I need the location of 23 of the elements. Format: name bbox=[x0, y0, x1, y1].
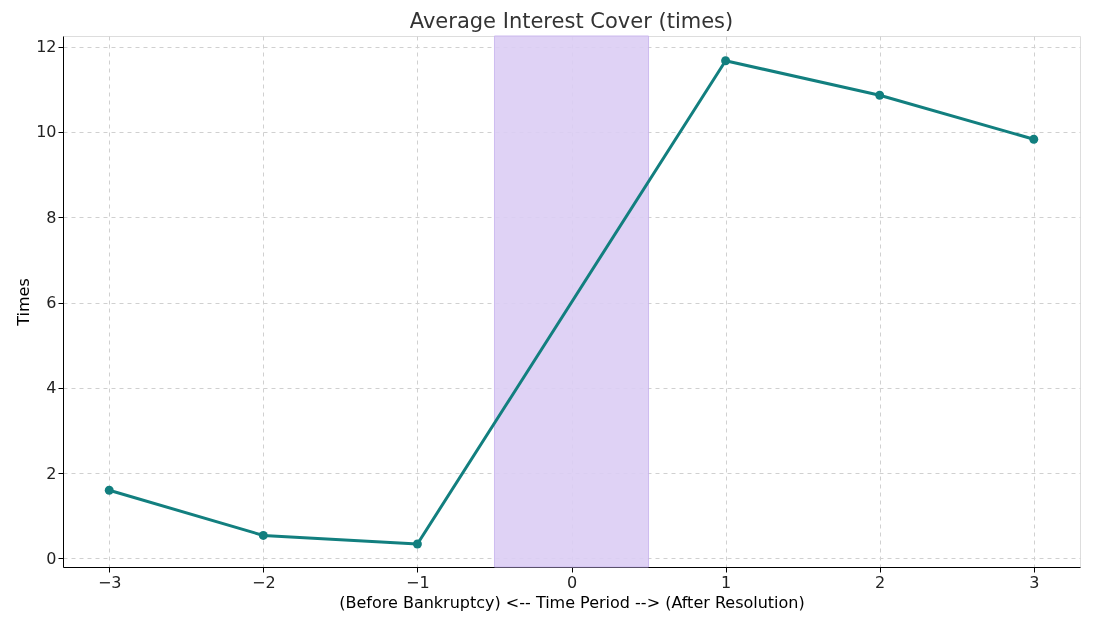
x-tick-label: −1 bbox=[406, 572, 430, 592]
x-tick-label: 3 bbox=[1029, 572, 1040, 592]
x-tick-label: −3 bbox=[97, 572, 122, 592]
x-tick-label: 1 bbox=[721, 572, 732, 592]
y-tick-label: 4 bbox=[46, 378, 57, 398]
point bbox=[721, 56, 731, 66]
x-tick-label: 0 bbox=[566, 572, 578, 592]
point bbox=[1029, 134, 1039, 144]
y-tick-label: 2 bbox=[46, 463, 57, 483]
y-tick-label: 0 bbox=[46, 548, 57, 568]
point bbox=[104, 485, 114, 495]
y-tick-label: 8 bbox=[46, 207, 57, 227]
point bbox=[412, 539, 422, 549]
x-tick-label: −2 bbox=[252, 572, 276, 592]
y-tick-label: 6 bbox=[46, 293, 57, 313]
y-axis-title: Times bbox=[14, 278, 34, 327]
chart-title: Average Interest Cover (times) bbox=[409, 8, 734, 33]
x-tick-label: 2 bbox=[875, 572, 886, 592]
y-tick-label: 12 bbox=[36, 37, 57, 57]
point bbox=[258, 530, 268, 540]
y-tick-label: 10 bbox=[36, 122, 57, 142]
x-axis-title: (Before Bankruptcy) <-- Time Period --> (After Resolution) bbox=[339, 592, 805, 612]
point bbox=[875, 90, 885, 100]
